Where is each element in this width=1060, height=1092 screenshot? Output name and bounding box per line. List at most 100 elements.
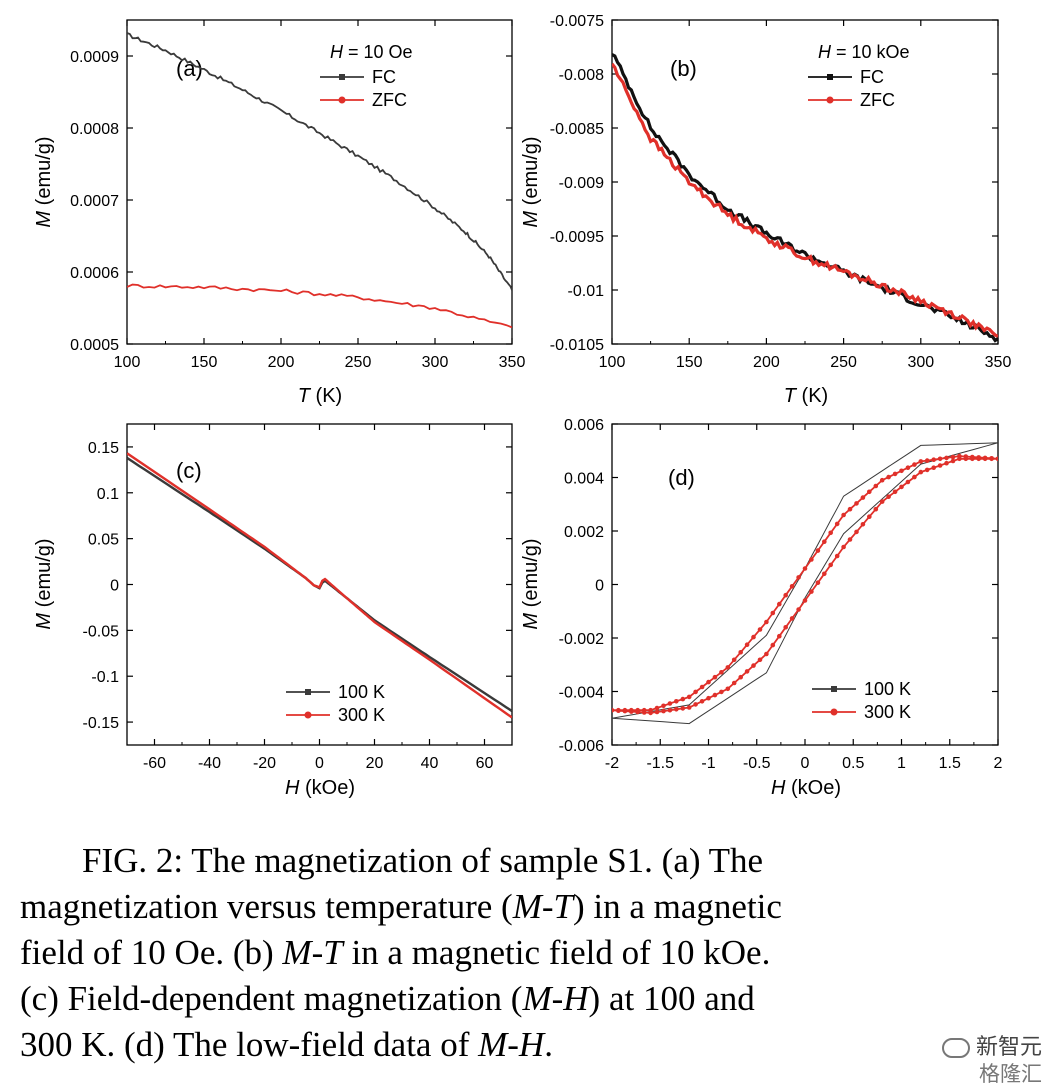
x-axis-label: H (kOe) (285, 777, 355, 799)
x-tick-label: 200 (268, 354, 295, 371)
data-point (989, 456, 994, 462)
data-point (648, 710, 653, 716)
panel-b: 100 150 200 250 300 350 -0.0105 -0.01 -0.0095 -0.… (520, 13, 1011, 407)
data-point (744, 669, 750, 674)
data-point (924, 458, 930, 463)
data-point (924, 467, 930, 473)
y-tick-label: 0.1 (97, 486, 119, 503)
watermark: 新智元 格隆汇 (941, 1034, 1042, 1086)
x-tick-label: -2 (605, 755, 619, 772)
data-point (802, 566, 808, 571)
x-tick-label: 40 (421, 755, 439, 772)
y-tick-label: -0.006 (559, 738, 604, 755)
data-point (796, 607, 801, 612)
data-point (629, 709, 634, 714)
x-tick-label: -60 (143, 755, 166, 772)
data-point (841, 512, 846, 518)
data-point (937, 456, 943, 462)
data-point (706, 695, 711, 701)
y-tick-label: -0.008 (559, 67, 604, 84)
data-point (931, 457, 936, 463)
legend-entry: FC (860, 67, 884, 87)
data-point (680, 706, 686, 711)
data-point (635, 709, 640, 715)
y-axis-label: M (emu/g) (520, 136, 542, 227)
data-point (622, 708, 628, 714)
series-line-b-0 (612, 53, 998, 343)
data-point (879, 477, 885, 483)
y-tick-label: -0.01 (568, 283, 605, 300)
legend-title: H = 10 kOe (818, 42, 910, 62)
data-point (616, 708, 621, 713)
legend: H = 10 kOe FC ZFC (808, 42, 910, 110)
series-line-b-1 (612, 62, 998, 338)
x-tick-label: -0.5 (743, 755, 771, 772)
data-point (612, 707, 615, 713)
y-axis-label: M (emu/g) (520, 538, 542, 629)
legend: H = 10 Oe FC ZFC (320, 42, 413, 110)
data-point (976, 456, 981, 462)
data-point (654, 705, 660, 711)
data-point (667, 701, 673, 706)
y-tick-label: 0 (110, 578, 119, 595)
x-tick-label: 0 (315, 755, 324, 772)
legend-entry: ZFC (860, 90, 895, 110)
data-point (809, 557, 814, 562)
data-point (699, 684, 705, 690)
figure-panels: 100 150 200 250 300 3500.00050.00060.00070.00… (33, 13, 1011, 799)
data-point (802, 598, 808, 603)
legend-marker (826, 96, 834, 104)
data-point (674, 699, 679, 704)
data-point (905, 465, 911, 471)
data-point (738, 674, 743, 680)
data-point (834, 521, 840, 527)
data-point (950, 454, 956, 460)
data-point (641, 710, 647, 715)
data-point (661, 708, 666, 714)
data-point (815, 580, 821, 585)
data-point (912, 462, 917, 467)
panel-label: (a) (176, 56, 203, 81)
x-tick-label: 350 (985, 354, 1012, 371)
data-point (783, 592, 788, 598)
data-point (950, 458, 956, 464)
data-point (725, 686, 731, 692)
data-point (667, 707, 673, 713)
x-tick-label: 100 (114, 354, 141, 371)
data-point (828, 530, 833, 536)
data-point (731, 680, 737, 686)
data-point (854, 529, 859, 535)
x-tick-label: 300 (907, 354, 934, 371)
legend-entry: 100 K (864, 679, 911, 699)
data-point (757, 627, 763, 632)
legend-title: H = 10 Oe (330, 42, 413, 62)
series-group (127, 32, 512, 329)
data-point (847, 506, 853, 512)
data-point (661, 703, 666, 709)
data-point (886, 474, 891, 480)
y-tick-label: 0.0005 (70, 337, 119, 354)
series-line-d-1 (612, 455, 998, 714)
data-point (822, 571, 827, 577)
data-point (686, 705, 692, 710)
x-axis-label: T (K) (784, 385, 828, 407)
data-point (918, 459, 924, 464)
data-point (674, 707, 679, 712)
legend-entry: 300 K (864, 702, 911, 722)
y-tick-label: 0.0006 (70, 265, 119, 282)
data-point (918, 469, 924, 475)
caption-line-3: field of 10 Oe. (b) M-T in a magnetic fi… (20, 933, 771, 972)
data-point (777, 633, 782, 639)
series-group (612, 53, 998, 343)
panel-a: 100 150 200 250 300 350 0.0005 0.0006 0.0007 0.00… (33, 19, 525, 407)
series-group (612, 442, 998, 725)
x-tick-label: 0 (801, 755, 810, 772)
x-tick-label: 150 (676, 354, 703, 371)
data-point (879, 499, 885, 504)
y-tick-label: 0.006 (564, 417, 604, 434)
legend-marker (339, 74, 345, 80)
data-point (822, 539, 827, 544)
y-tick-label: -0.0105 (550, 337, 604, 354)
caption-line-2: magnetization versus temperature (M-T) i… (20, 887, 782, 926)
data-point (764, 619, 769, 625)
